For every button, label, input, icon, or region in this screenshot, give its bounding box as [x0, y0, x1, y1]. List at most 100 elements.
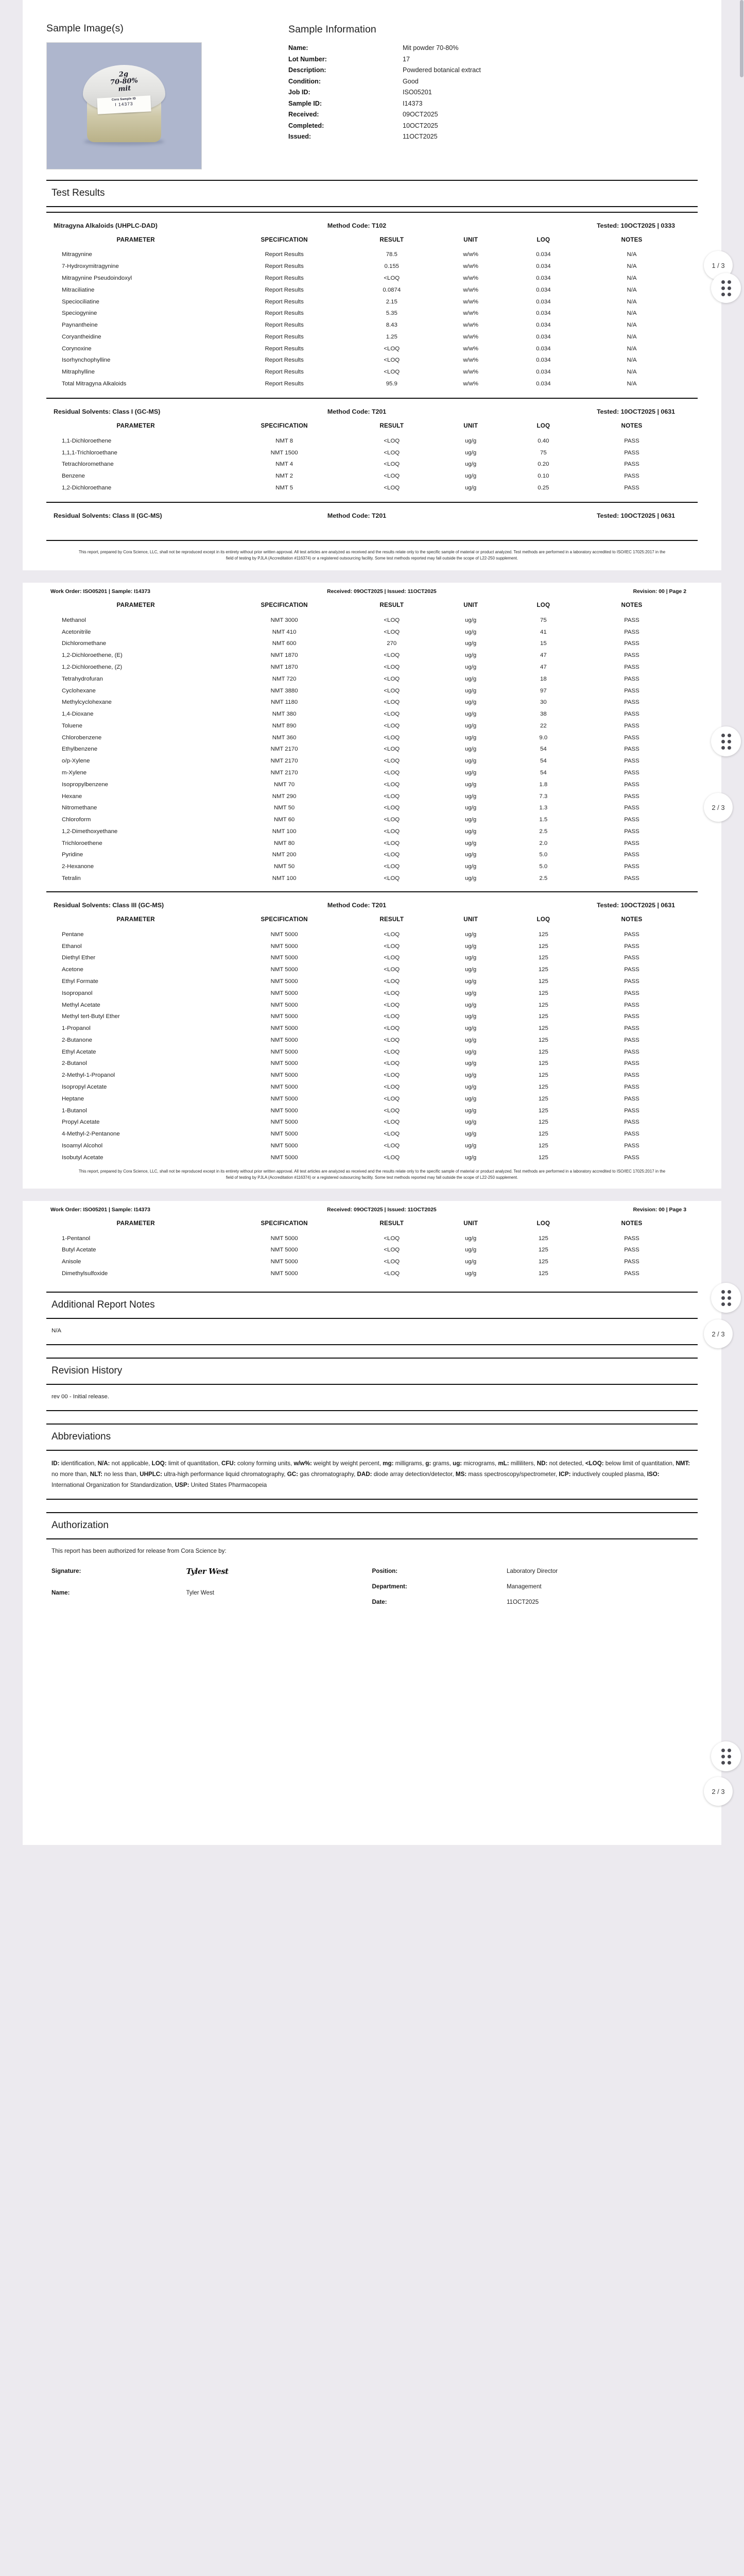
cell-param: Methyl Acetate	[62, 1002, 100, 1008]
table-row: Tetrahydrofuran NMT 720 <LOQ ug/g 18 PASS	[50, 673, 694, 685]
drag-handle-button[interactable]	[711, 1283, 741, 1313]
cell-notes: PASS	[624, 852, 639, 858]
name-row: Name: Tyler West	[51, 1585, 372, 1601]
cell-notes: PASS	[624, 781, 639, 788]
col-loq: LOQ	[537, 1220, 550, 1227]
cell-notes: N/A	[627, 357, 637, 364]
info-row: Sample ID: I14373	[288, 98, 698, 110]
signature-mark: Tyler West	[186, 1567, 229, 1577]
name-value: Tyler West	[186, 1589, 214, 1597]
cell-res: <LOQ	[384, 722, 400, 729]
cell-loq: 125	[538, 1072, 548, 1079]
sample-jar-illustration: 2g 70-80% mit Cora Sample ID I 14373	[83, 64, 165, 145]
abbreviation-term: mL:	[498, 1460, 509, 1467]
cell-param: 1-Pentanol	[62, 1235, 91, 1242]
cell-unit: ug/g	[465, 617, 477, 623]
col-unit: UNIT	[463, 602, 478, 609]
scrollbar-thumb[interactable]	[740, 0, 743, 77]
cell-res: <LOQ	[384, 437, 400, 444]
cell-res: <LOQ	[384, 699, 400, 706]
cell-spec: Report Results	[265, 263, 304, 270]
cell-notes: PASS	[624, 617, 639, 623]
cell-res: <LOQ	[384, 863, 400, 870]
cell-loq: 125	[538, 1154, 548, 1161]
cell-notes: PASS	[624, 840, 639, 846]
cell-param: Mitragynine Pseudoindoxyl	[62, 275, 132, 281]
cell-spec: NMT 1870	[270, 664, 298, 670]
results-table: PARAMETER SPECIFICATION RESULT UNIT LOQ …	[50, 422, 694, 494]
col-specification: SPECIFICATION	[261, 916, 308, 923]
cell-spec: NMT 5000	[270, 1025, 298, 1032]
cell-unit: w/w%	[463, 286, 479, 293]
vertical-scrollbar[interactable]	[739, 0, 744, 2576]
cell-spec: NMT 80	[273, 840, 295, 846]
drag-handle-button[interactable]	[711, 726, 741, 756]
cell-res: <LOQ	[384, 1083, 400, 1090]
info-value: 11OCT2025	[403, 133, 438, 140]
cell-res: <LOQ	[384, 734, 400, 741]
cell-loq: 7.3	[539, 793, 548, 800]
cell-notes: PASS	[624, 1259, 639, 1265]
sample-image-thumbnail[interactable]: 2g 70-80% mit Cora Sample ID I 14373	[46, 42, 202, 170]
cell-res: <LOQ	[384, 1247, 400, 1253]
col-loq: LOQ	[537, 422, 550, 430]
department-row: Department: Management	[372, 1579, 693, 1595]
cell-param: Ethanol	[62, 943, 82, 950]
table-row: Isobutyl Acetate NMT 5000 <LOQ ug/g 125 PASS	[50, 1151, 694, 1163]
cell-spec: Report Results	[265, 310, 304, 317]
cell-unit: ug/g	[465, 1142, 477, 1149]
position-value: Laboratory Director	[506, 1568, 558, 1575]
cell-spec: NMT 2170	[270, 758, 298, 765]
col-unit: UNIT	[463, 916, 478, 923]
cell-notes: PASS	[624, 1247, 639, 1253]
cell-res: <LOQ	[384, 817, 400, 823]
cell-loq: 0.034	[536, 251, 551, 258]
cell-unit: w/w%	[463, 345, 479, 352]
abbreviation-term: ND:	[537, 1460, 548, 1467]
drag-handle-button[interactable]	[711, 1741, 741, 1771]
cell-notes: PASS	[624, 1270, 639, 1277]
abbreviation-term: GC:	[287, 1471, 299, 1478]
abbreviations-body-band: ID: identification, N/A: not applicable,…	[46, 1450, 698, 1500]
cell-res: <LOQ	[384, 652, 400, 659]
drag-handle-button[interactable]	[711, 273, 741, 303]
cell-param: 1,2-Dichloroethane	[62, 484, 112, 491]
date-value: 11OCT2025	[506, 1599, 539, 1606]
info-key: Received:	[288, 111, 319, 118]
cell-res: <LOQ	[384, 1142, 400, 1149]
cell-res: <LOQ	[384, 793, 400, 800]
table-row: Acetonitrile NMT 410 <LOQ ug/g 41 PASS	[50, 626, 694, 638]
cell-loq: 0.20	[538, 461, 549, 468]
cell-param: 4-Methyl-2-Pentanone	[62, 1131, 120, 1138]
cell-loq: 125	[538, 1107, 548, 1114]
page-3-running-header: Work Order: ISO05201 | Sample: I14373 Re…	[46, 1201, 698, 1215]
abbreviations-band: Abbreviations	[46, 1423, 698, 1450]
cell-res: <LOQ	[384, 840, 400, 846]
group-method-code: Method Code: T102	[327, 222, 387, 229]
table-row: 1,2-Dichloroethane NMT 5 <LOQ ug/g 0.25 PASS	[50, 482, 694, 494]
cell-param: Speciogynine	[62, 310, 97, 317]
cell-param: Isoamyl Alcohol	[62, 1142, 103, 1149]
table-row: Toluene NMT 890 <LOQ ug/g 22 PASS	[50, 720, 694, 732]
cell-notes: PASS	[624, 1095, 639, 1102]
cell-spec: Report Results	[265, 345, 304, 352]
cell-res: <LOQ	[384, 369, 400, 376]
table-row: Mitraciliatine Report Results 0.0874 w/w% 0.…	[50, 284, 694, 296]
cell-loq: 0.034	[536, 310, 551, 317]
cell-unit: ug/g	[465, 1048, 477, 1055]
table-row: Heptane NMT 5000 <LOQ ug/g 125 PASS	[50, 1093, 694, 1105]
cell-notes: PASS	[624, 793, 639, 800]
cell-unit: ug/g	[465, 699, 477, 706]
cell-res: 0.0874	[383, 286, 401, 293]
cell-res: <LOQ	[384, 1154, 400, 1161]
cell-res: <LOQ	[384, 675, 400, 682]
cell-notes: PASS	[624, 863, 639, 870]
cell-notes: PASS	[624, 687, 639, 694]
cell-unit: ug/g	[465, 978, 477, 985]
cell-res: 78.5	[386, 251, 397, 258]
table-row: Propyl Acetate NMT 5000 <LOQ ug/g 125 PASS	[50, 1116, 694, 1128]
cell-res: <LOQ	[384, 629, 400, 635]
cell-loq: 0.034	[536, 345, 551, 352]
cell-notes: PASS	[624, 955, 639, 961]
